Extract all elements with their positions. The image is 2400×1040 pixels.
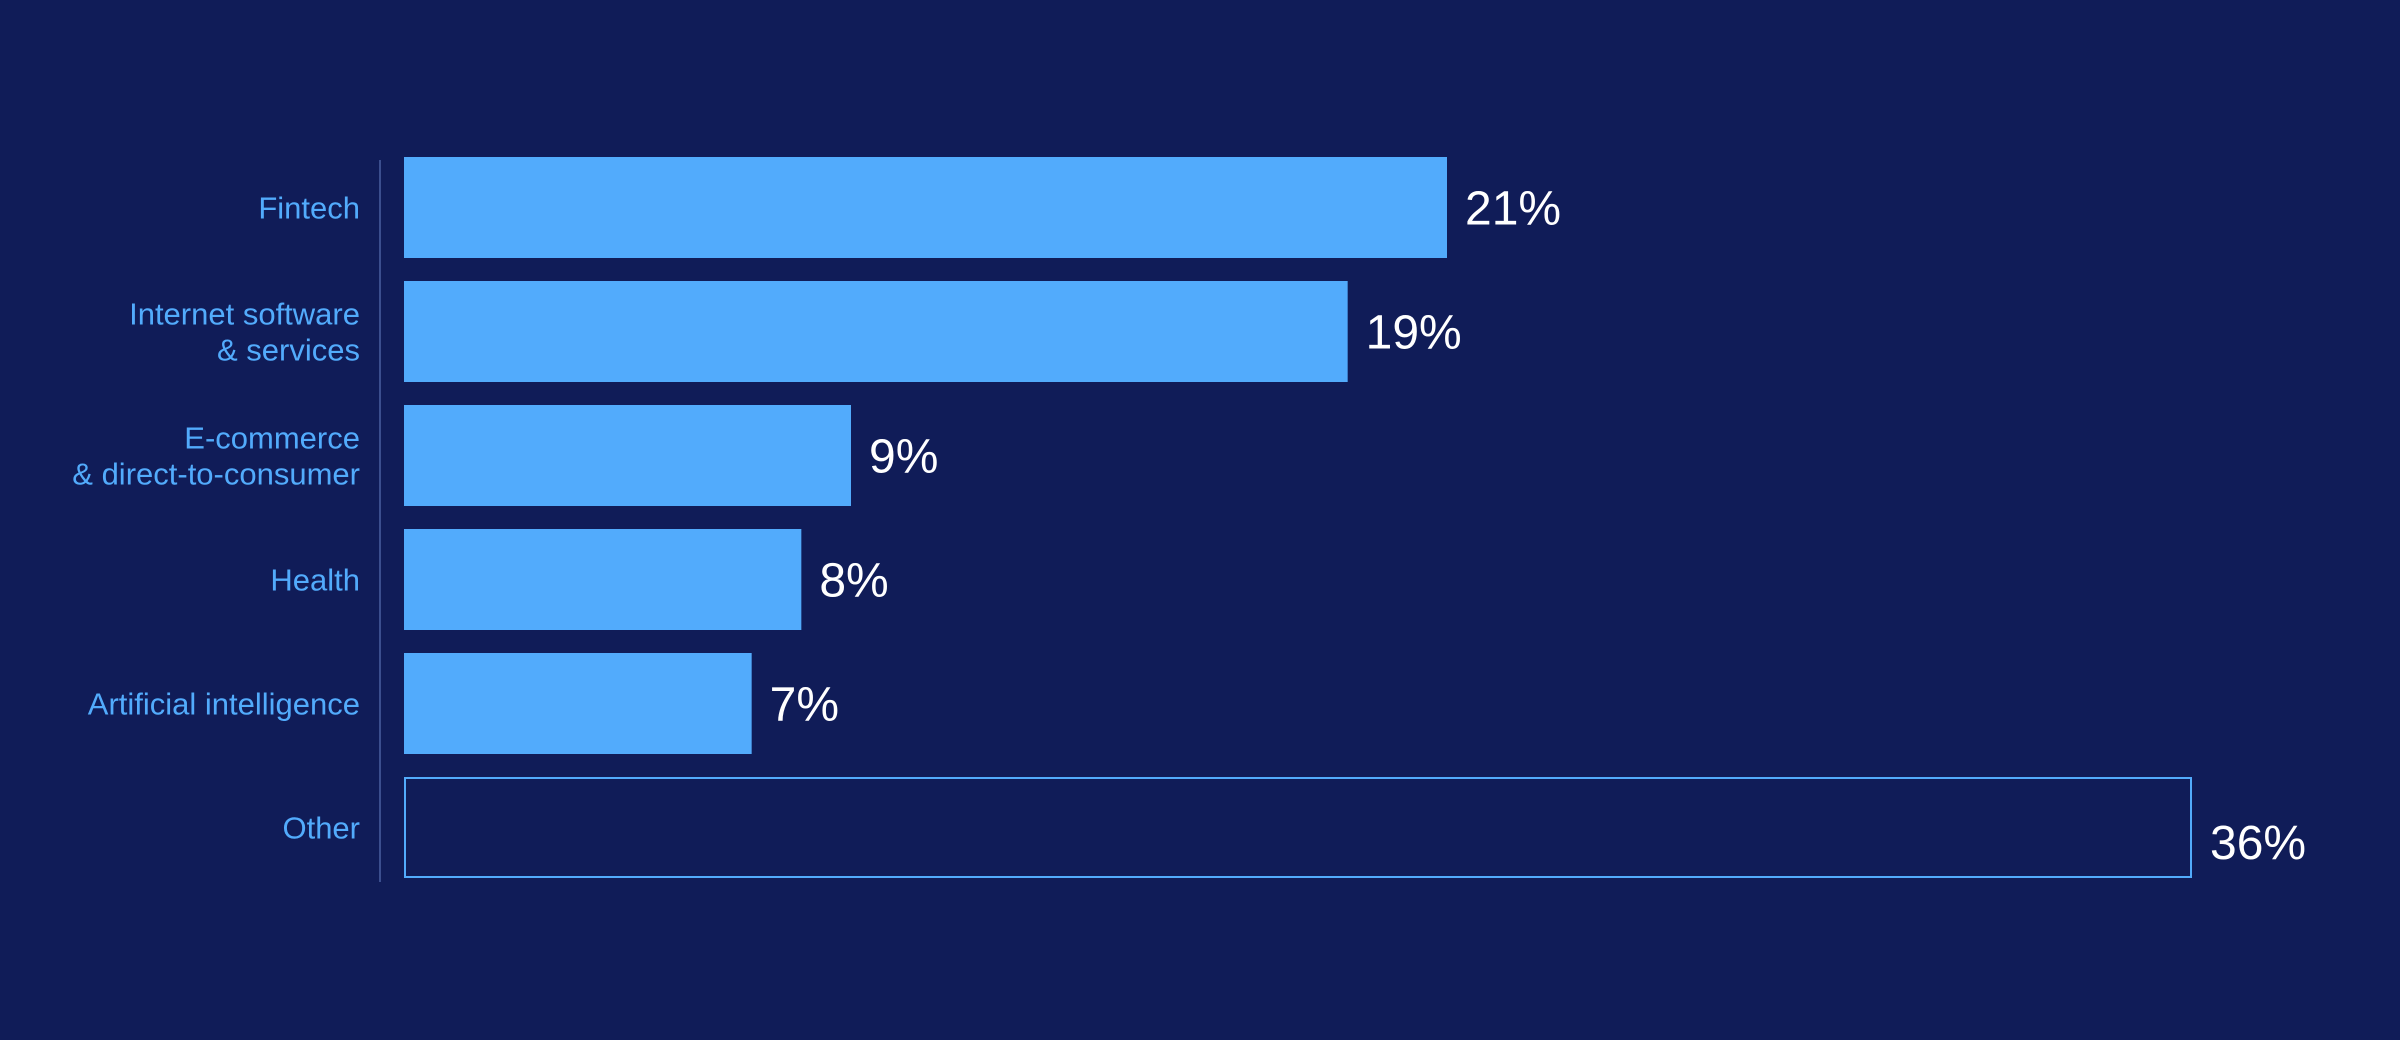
category-label: Other [282,811,360,846]
category-label: Health [270,563,360,598]
bar [404,529,802,630]
category-label-line: Artificial intelligence [88,687,360,722]
value-label: 7% [770,679,839,732]
category-label-line: E-commerce [184,421,360,456]
bar [404,157,1447,258]
category-label: Internet software & services [129,297,360,368]
category-label-line: & services [217,333,360,368]
category-label-line: Other [282,811,360,846]
bar [404,405,851,506]
category-label-line: Health [270,563,360,598]
value-label: 19% [1366,307,1462,360]
value-label: 21% [1465,183,1561,236]
category-label-line: Internet software [129,297,360,332]
bar [404,281,1348,382]
value-label: 36% [2210,817,2306,870]
value-labels-group: 21% 19% 9% 8% 7% 36% [770,183,2306,871]
bar [404,653,752,754]
category-labels-group: Fintech Internet software & services E-comm… [72,191,360,846]
value-label: 8% [819,555,888,608]
bars-group [404,157,2192,878]
category-label: Artificial intelligence [88,687,360,722]
value-label: 9% [869,431,938,484]
category-label-line: & direct-to-consumer [72,457,360,492]
category-label: Fintech [258,191,360,226]
category-label: E-commerce & direct-to-consumer [72,421,360,492]
bar [404,777,2192,878]
category-label-line: Fintech [258,191,360,226]
